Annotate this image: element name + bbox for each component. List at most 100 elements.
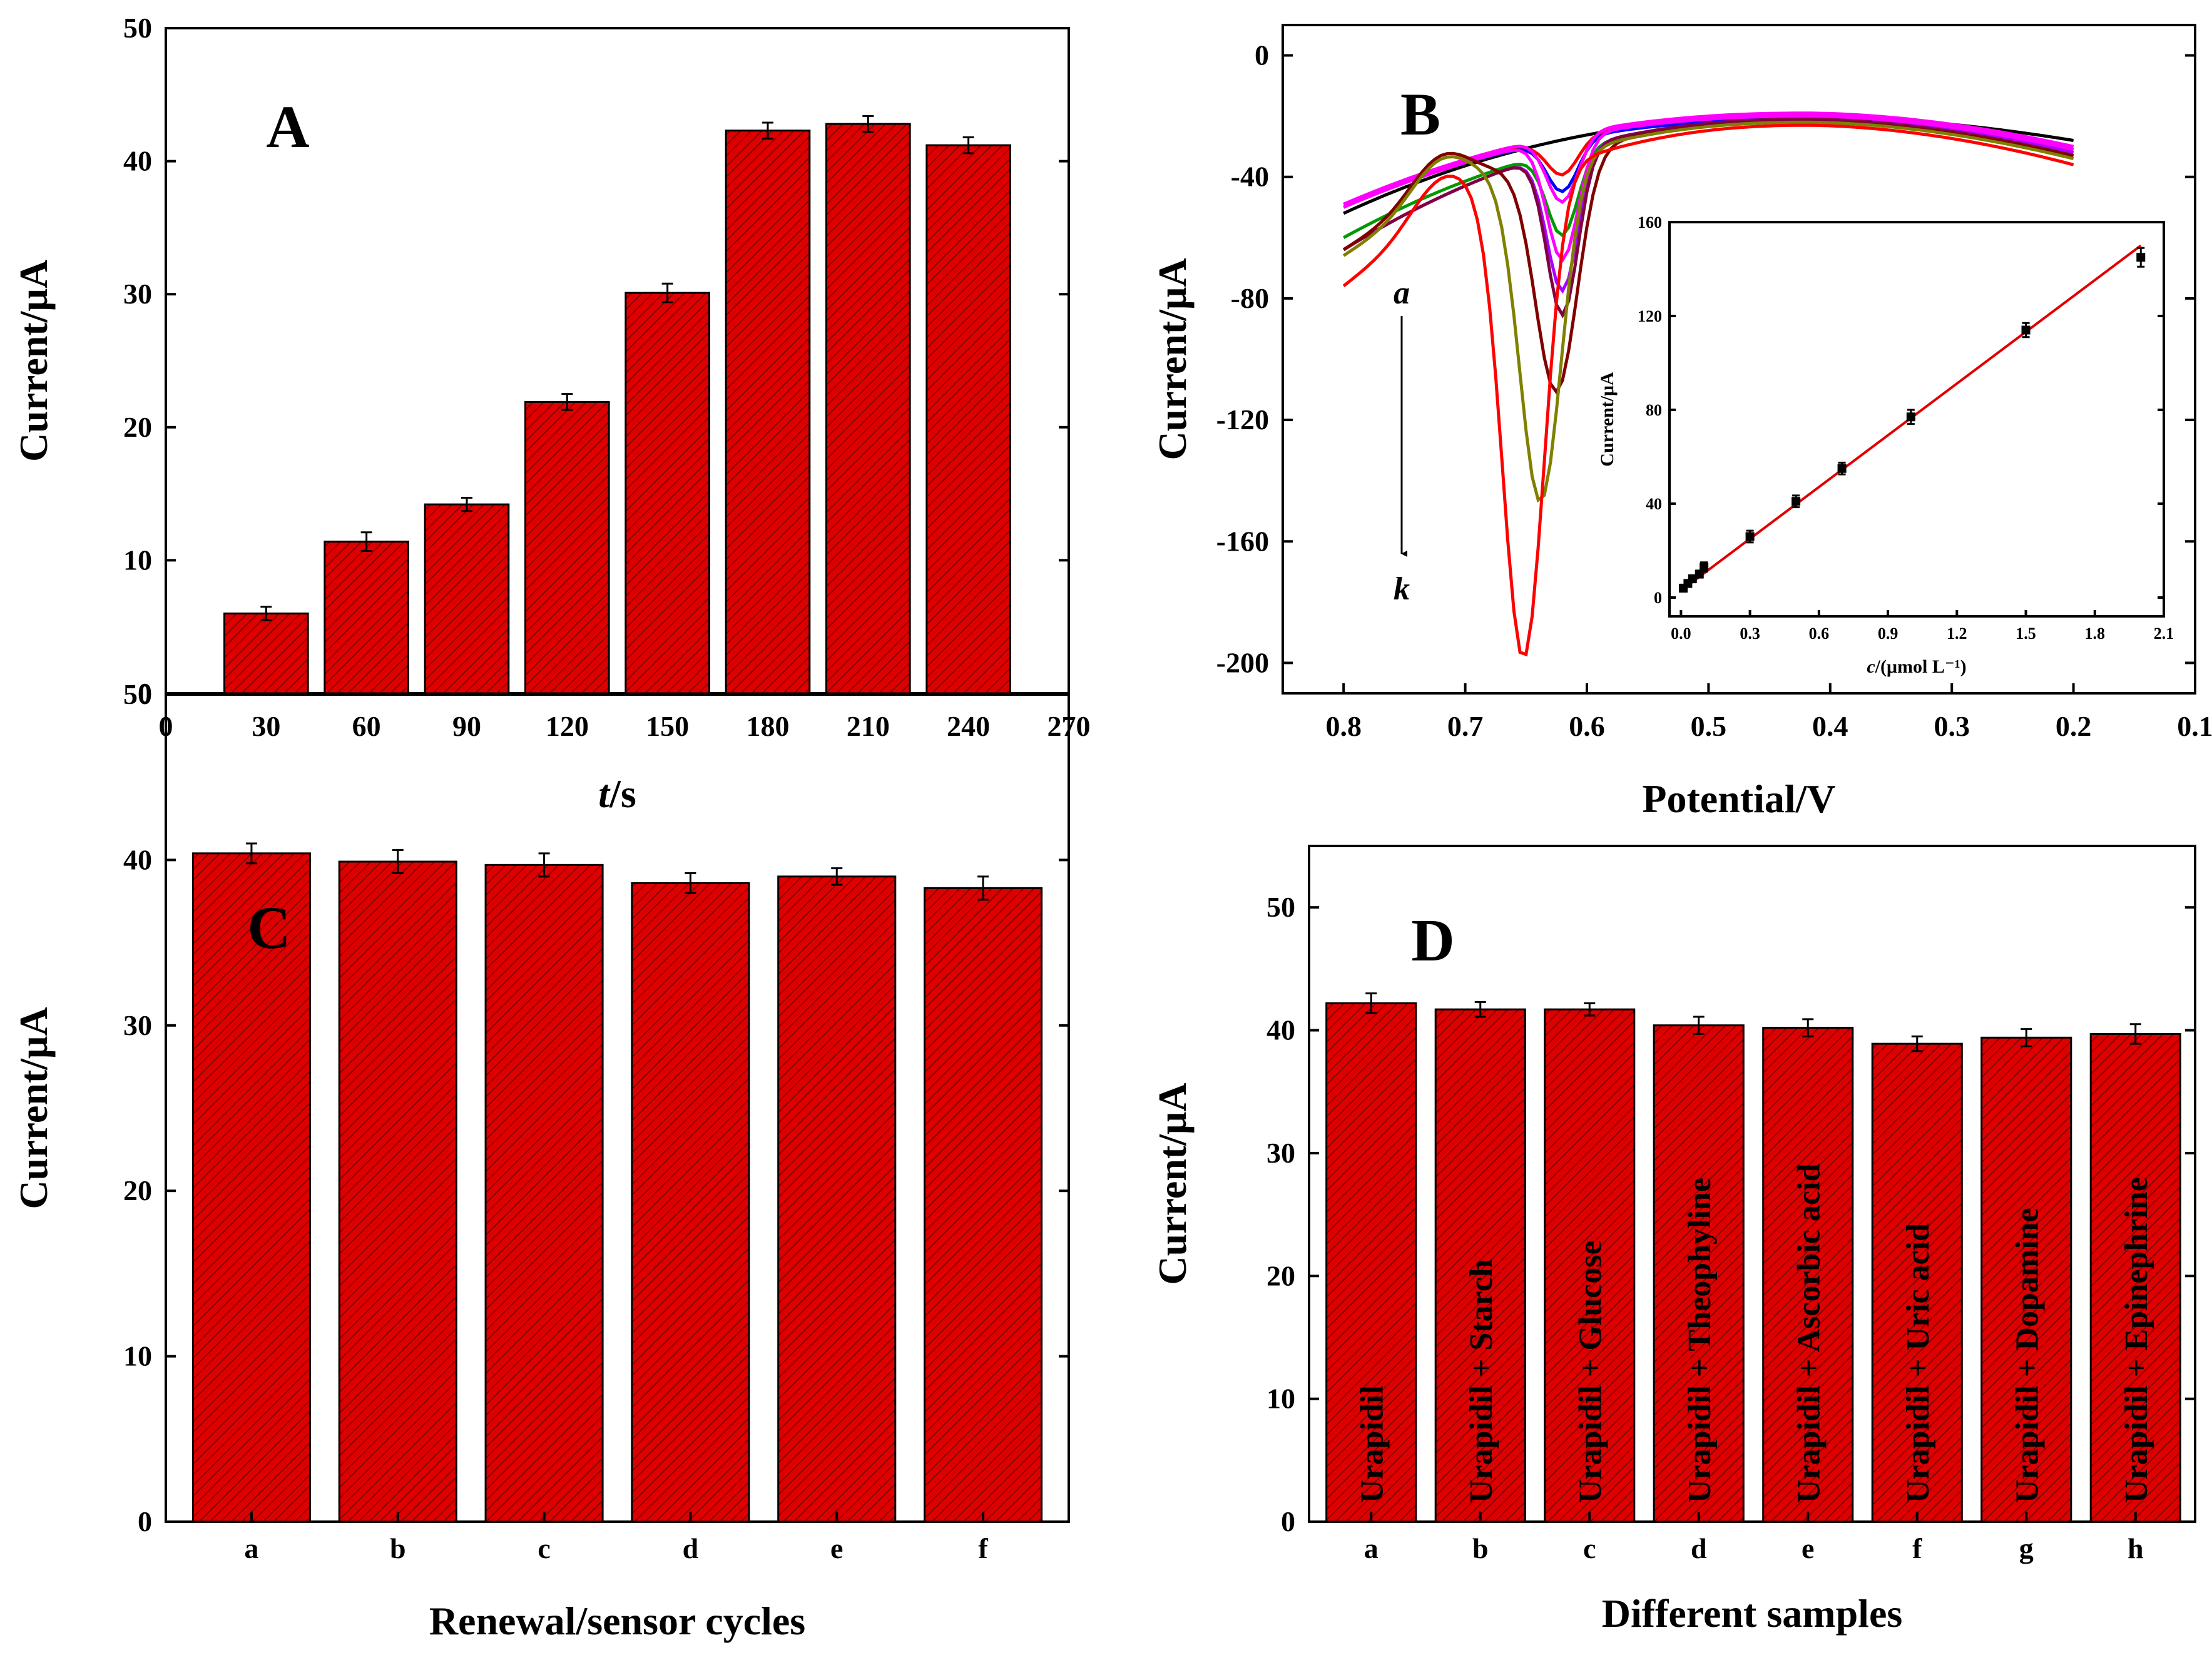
bar-a bbox=[1325, 1002, 1417, 1523]
y-axis-label: Current/μA bbox=[11, 1007, 56, 1209]
error-bar bbox=[831, 867, 843, 886]
bar-sample-label: Urapidil + Uric acid bbox=[1900, 1223, 1936, 1503]
inset-x-tick-label: 1.2 bbox=[1947, 624, 1967, 643]
bar-g bbox=[1980, 1036, 2072, 1523]
inset-x-tick-label: 2.1 bbox=[2154, 624, 2174, 643]
x-tick-label: 0.7 bbox=[1447, 710, 1484, 742]
bar-c bbox=[1544, 1008, 1636, 1523]
inset-x-label-italic: c bbox=[1867, 656, 1875, 677]
error-bar bbox=[962, 136, 974, 155]
x-tick-label: 60 bbox=[352, 710, 381, 742]
inset-x-label-rest: /(μmol L⁻¹) bbox=[1875, 656, 1967, 677]
error-bar bbox=[1584, 1002, 1596, 1017]
x-tick-label: f bbox=[1912, 1532, 1922, 1564]
bar-sample-label: Urapidil + Epinephrine bbox=[2119, 1177, 2154, 1503]
y-tick-label: 0 bbox=[138, 677, 152, 709]
x-tick-label: 0.4 bbox=[1812, 710, 1848, 742]
x-tick-label: a bbox=[1364, 1532, 1379, 1564]
inset-data-point bbox=[1700, 563, 1709, 572]
x-tick-label: 240 bbox=[947, 710, 990, 742]
x-axis-label: Different samples bbox=[1602, 1591, 1903, 1636]
inset-x-tick-label: 0.3 bbox=[1740, 624, 1760, 643]
x-axis-label-rest: /s bbox=[609, 771, 636, 816]
curve-h bbox=[1342, 118, 2074, 319]
inset-x-tick-label: 0.0 bbox=[1671, 624, 1691, 643]
y-tick-label: 50 bbox=[123, 12, 152, 44]
bar-sample-label: Urapidil bbox=[1354, 1385, 1390, 1503]
bar-b bbox=[338, 860, 457, 1523]
x-tick-label: f bbox=[978, 1532, 988, 1564]
y-tick-label: -120 bbox=[1216, 404, 1269, 435]
y-tick-label: -160 bbox=[1216, 525, 1269, 557]
panel-B: 0 -40 -80 -120 -160 -200 0.8 0.7 0.6 0.5 0.4 0.3 0.2… bbox=[1150, 24, 2212, 821]
error-bar bbox=[2021, 1028, 2032, 1047]
bar-c bbox=[484, 863, 604, 1523]
panel-C: 0 10 20 30 40 50 a b c d e f C Renewal/sensor cycles C… bbox=[11, 678, 1070, 1643]
inset-frame bbox=[1668, 221, 2165, 618]
error-bar bbox=[1693, 1016, 1705, 1035]
x-tick-label: d bbox=[1691, 1532, 1707, 1564]
inset-data-point bbox=[1688, 574, 1697, 583]
bar-sample-label: Urapidil + Glucose bbox=[1572, 1240, 1608, 1503]
panel-label: C bbox=[247, 894, 290, 961]
plot-frame-B bbox=[1282, 24, 2196, 695]
bar bbox=[524, 400, 610, 695]
inset-x-tick-label: 1.5 bbox=[2016, 624, 2036, 643]
bar bbox=[725, 130, 811, 695]
bar bbox=[825, 123, 911, 695]
inset-x-tick-label: 1.8 bbox=[2085, 624, 2106, 643]
plot-frame-D bbox=[1308, 845, 2196, 1523]
x-tick-label: h bbox=[2128, 1532, 2144, 1564]
error-bar bbox=[862, 115, 874, 133]
x-tick-label: c bbox=[538, 1532, 550, 1564]
x-tick-label: 120 bbox=[546, 710, 589, 742]
bar bbox=[925, 144, 1011, 695]
x-axis-label-italic: t bbox=[598, 771, 611, 816]
x-tick-label: b bbox=[1472, 1532, 1489, 1564]
error-bar bbox=[561, 393, 573, 411]
x-tick-label: 0.6 bbox=[1569, 710, 1605, 742]
y-tick-label: 10 bbox=[123, 544, 152, 576]
error-bar bbox=[1911, 1035, 1923, 1052]
y-tick-label: 0 bbox=[1255, 39, 1269, 71]
inset-y-tick-label: 40 bbox=[1646, 495, 1662, 513]
x-axis-label: t/s bbox=[598, 771, 636, 816]
y-tick-label: 10 bbox=[123, 1340, 152, 1372]
x-axis-label: Potential/V bbox=[1642, 777, 1835, 821]
inset-data-point bbox=[2021, 325, 2031, 335]
x-tick-label: 0.5 bbox=[1691, 710, 1727, 742]
inset-data-point bbox=[1745, 532, 1755, 541]
error-bar bbox=[1802, 1018, 1814, 1037]
x-tick-label: a bbox=[244, 1532, 258, 1564]
inset-data-point bbox=[1792, 497, 1801, 506]
y-tick-label: 40 bbox=[123, 843, 152, 875]
inset-y-axis-label: Current/μA bbox=[1597, 372, 1618, 467]
y-tick-label: 40 bbox=[1267, 1014, 1295, 1046]
bar bbox=[424, 503, 510, 695]
x-tick-label: 150 bbox=[646, 710, 689, 742]
x-tick-label: g bbox=[2019, 1532, 2034, 1564]
bar-f bbox=[1871, 1042, 1963, 1523]
error-bar bbox=[977, 875, 989, 901]
x-tick-label: 0.3 bbox=[1934, 710, 1970, 742]
curve-g bbox=[1342, 118, 2074, 294]
error-bar bbox=[360, 531, 372, 552]
x-tick-label: 90 bbox=[452, 710, 481, 742]
bar-sample-label: Urapidil + Theophyline bbox=[1682, 1178, 1718, 1503]
curve-j bbox=[1342, 120, 2074, 503]
inset-x-tick-label: 0.9 bbox=[1878, 624, 1899, 643]
error-bar bbox=[538, 852, 550, 878]
y-axis-label: Current/μA bbox=[11, 260, 56, 462]
x-tick-label: b bbox=[390, 1532, 406, 1564]
arrow-start-label: a bbox=[1394, 275, 1410, 311]
error-bar bbox=[260, 606, 272, 621]
x-tick-label: 0.2 bbox=[2056, 710, 2092, 742]
bar-d bbox=[631, 882, 750, 1523]
x-tick-label: 210 bbox=[847, 710, 890, 742]
y-tick-label: 20 bbox=[123, 1174, 152, 1206]
inset-data-point bbox=[1906, 412, 1915, 422]
